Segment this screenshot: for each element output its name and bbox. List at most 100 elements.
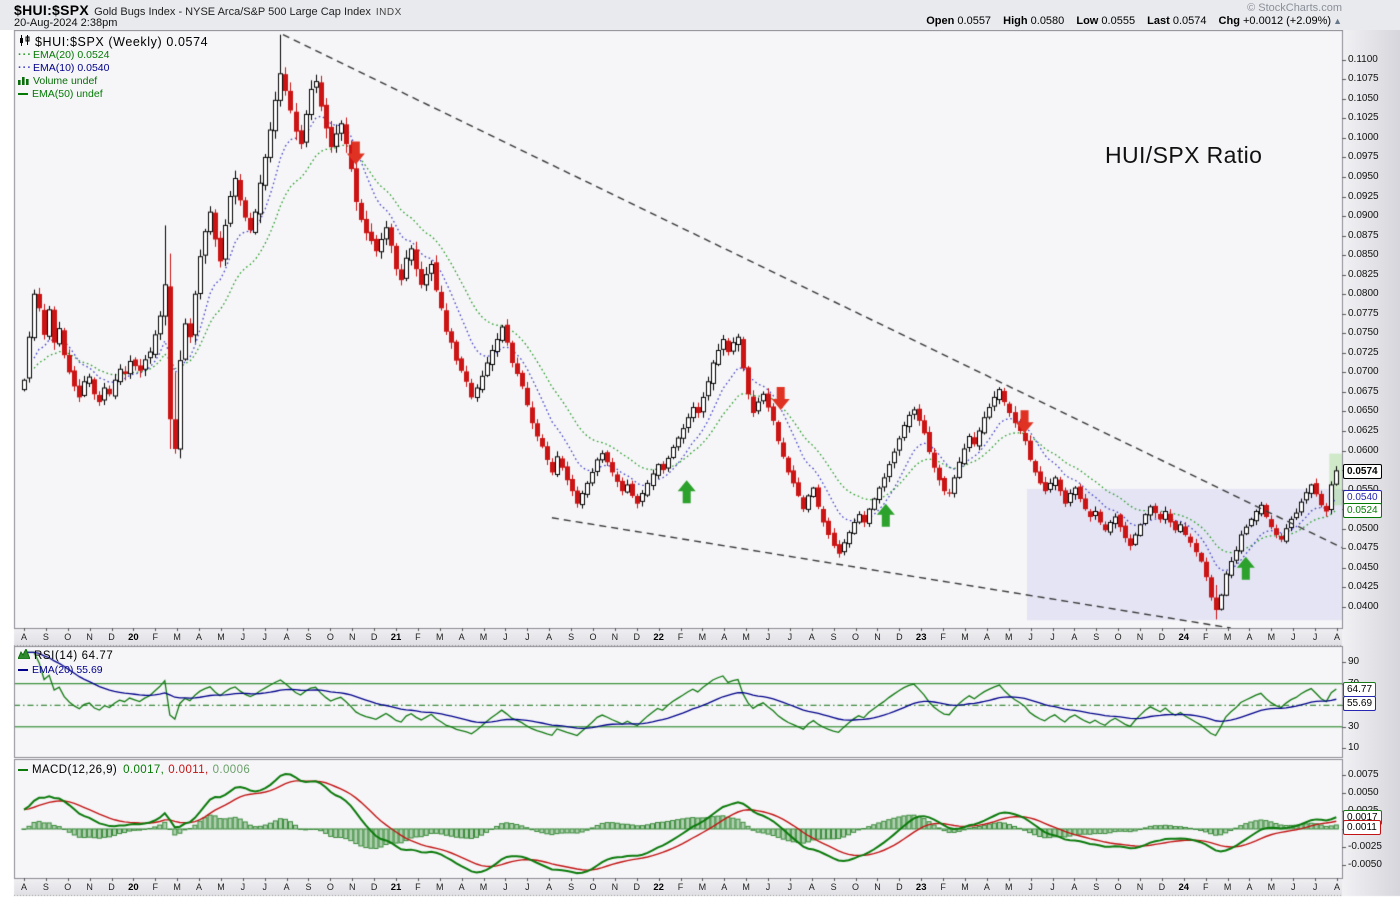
y-axis-tick-label: 0.0550 bbox=[1348, 483, 1379, 495]
x-axis-label: F bbox=[940, 882, 946, 892]
x-axis-label: M bbox=[436, 632, 444, 642]
candlestick-icon bbox=[18, 33, 31, 51]
x-axis-label: S bbox=[42, 882, 49, 892]
x-axis-label: S bbox=[830, 632, 837, 642]
x-axis-label: A bbox=[196, 882, 203, 892]
volume-legend-label: Volume undef bbox=[33, 74, 98, 87]
x-axis-label: S bbox=[42, 632, 49, 642]
symbol: $HUI:$SPX bbox=[14, 2, 90, 18]
symbol-description: Gold Bugs Index - NYSE Arca/S&P 500 Larg… bbox=[94, 6, 371, 18]
volume-bars-icon bbox=[18, 72, 29, 90]
x-axis-label: A bbox=[283, 882, 290, 892]
x-axis-label: O bbox=[852, 632, 860, 642]
x-axis-label: D bbox=[633, 882, 640, 892]
x-axis-label: M bbox=[1223, 882, 1232, 892]
x-axis-label: A bbox=[808, 632, 815, 642]
x-axis-label: M bbox=[1005, 882, 1013, 892]
x-axis-label: J bbox=[1050, 632, 1055, 642]
chg-value: +0.0012 (+2.09%) bbox=[1243, 15, 1332, 27]
macd-legend-label: MACD(12,26,9) bbox=[32, 764, 118, 776]
x-axis-label: M bbox=[698, 882, 707, 892]
macd-legend: MACD(12,26,9) 0.0017, 0.0011, 0.0006 bbox=[18, 764, 250, 776]
open-label: Open bbox=[926, 15, 955, 27]
rsi-ema-legend-label: EMA(20) 55.69 bbox=[32, 664, 103, 676]
y-axis-tick-label: 0.0650 bbox=[1348, 405, 1379, 417]
x-axis-label: J bbox=[240, 632, 246, 642]
rsi-legend-label: RSI(14) 64.77 bbox=[34, 649, 114, 662]
x-axis-label: M bbox=[1005, 632, 1013, 642]
x-axis-label: N bbox=[86, 632, 93, 642]
y-axis-tick-label: 0.0400 bbox=[1348, 600, 1379, 612]
x-axis-label: S bbox=[305, 632, 312, 642]
y-axis-tick-label: 0.0750 bbox=[1348, 327, 1379, 339]
rsi-legend: RSI(14) 64.77 EMA(20) 55.69 bbox=[17, 647, 114, 676]
x-axis-label: D bbox=[108, 632, 115, 642]
x-axis-label: 20 bbox=[128, 882, 139, 893]
x-axis-label: J bbox=[525, 632, 530, 642]
x-axis-label: A bbox=[1071, 632, 1078, 642]
x-axis-label: N bbox=[349, 632, 356, 642]
exchange-tag: INDX bbox=[375, 7, 402, 18]
x-axis-label: A bbox=[1246, 882, 1253, 892]
macd-tick-label: -0.0025 bbox=[1348, 840, 1382, 852]
x-axis-label: J bbox=[262, 882, 267, 892]
y-axis-tick-label: 0.0850 bbox=[1348, 249, 1379, 261]
x-axis-label: M bbox=[1267, 632, 1276, 642]
y-axis-tick-label: 0.0875 bbox=[1348, 229, 1379, 241]
y-axis-tick-label: 0.0800 bbox=[1348, 288, 1379, 300]
x-axis-label: A bbox=[983, 882, 990, 892]
change-up-arrow-icon: ▲ bbox=[1333, 16, 1342, 26]
macd-tick-label: 0.0075 bbox=[1348, 768, 1379, 780]
x-axis-label: D bbox=[370, 632, 378, 642]
x-axis-label: 23 bbox=[915, 882, 927, 893]
macd-line-icon bbox=[18, 769, 28, 771]
x-axis-label: 23 bbox=[915, 632, 927, 643]
x-axis-label: A bbox=[458, 882, 465, 892]
x-axis-label: J bbox=[787, 632, 793, 642]
x-axis-label: J bbox=[787, 882, 793, 892]
x-axis-label: A bbox=[20, 632, 27, 642]
x-axis-label: N bbox=[349, 882, 356, 892]
quote-bar: Open 0.0557 High 0.0580 Low 0.0555 Last … bbox=[917, 15, 1342, 27]
macd-value: 0.0017, bbox=[123, 764, 165, 776]
high-value: 0.0580 bbox=[1030, 15, 1065, 27]
x-axis-label: M bbox=[173, 882, 181, 892]
x-axis-label: A bbox=[283, 632, 290, 642]
rsi-tick-label: 90 bbox=[1348, 656, 1360, 668]
x-axis-label: J bbox=[503, 882, 508, 892]
ema50-legend-label: EMA(50) undef bbox=[32, 87, 103, 100]
y-axis-tick-label: 0.0425 bbox=[1348, 581, 1379, 593]
x-axis-label: A bbox=[1246, 632, 1253, 642]
y-axis-tick-label: 0.1075 bbox=[1348, 73, 1379, 85]
x-axis-label: O bbox=[589, 632, 597, 642]
rsi-area-icon bbox=[17, 647, 31, 662]
y-axis-tick-label: 0.0450 bbox=[1348, 561, 1379, 573]
ema10-legend-label: EMA(10) 0.0540 bbox=[33, 61, 110, 74]
macd-signal-value: 0.0011, bbox=[168, 764, 209, 776]
macd-tick-label: 0.0050 bbox=[1348, 786, 1379, 798]
x-axis-label: A bbox=[20, 882, 27, 892]
x-axis-label: A bbox=[546, 632, 553, 642]
x-axis-label: O bbox=[64, 632, 72, 642]
x-axis-label: N bbox=[874, 632, 881, 642]
chart-annotation: HUI/SPX Ratio bbox=[1105, 142, 1263, 168]
x-axis-label: J bbox=[1028, 882, 1033, 892]
x-axis-label: F bbox=[677, 632, 684, 642]
x-axis-label: F bbox=[415, 632, 421, 642]
macd-tick-label: -0.0050 bbox=[1348, 859, 1382, 871]
x-axis-label: M bbox=[479, 882, 488, 892]
x-axis-label: J bbox=[1050, 882, 1055, 892]
x-axis-label: J bbox=[1312, 882, 1318, 892]
x-axis-label: O bbox=[1114, 632, 1122, 642]
x-axis-label: A bbox=[1071, 882, 1078, 892]
x-axis-label: 22 bbox=[653, 882, 664, 893]
x-axis-label: S bbox=[1093, 882, 1100, 892]
rsi-tick-label: 10 bbox=[1348, 742, 1360, 754]
x-axis-label: 20 bbox=[128, 632, 139, 643]
chart-datetime: 20-Aug-2024 2:38pm bbox=[14, 17, 118, 29]
x-axis-label: M bbox=[742, 632, 750, 642]
x-axis-label: D bbox=[370, 882, 378, 892]
x-axis-label: F bbox=[940, 632, 946, 642]
